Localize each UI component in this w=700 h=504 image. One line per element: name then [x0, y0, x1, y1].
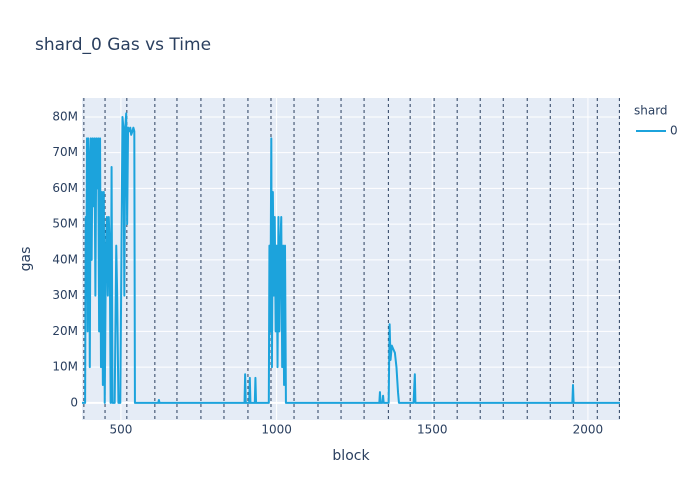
legend-title: shard — [634, 104, 668, 118]
x-tick-label: 1000 — [261, 423, 292, 437]
y-tick-label: 40M — [52, 252, 78, 266]
x-tick-label: 500 — [109, 423, 132, 437]
y-tick-label: 0 — [70, 395, 78, 409]
plot-background — [82, 98, 620, 420]
y-tick-label: 30M — [52, 288, 78, 302]
chart-title: shard_0 Gas vs Time — [35, 35, 211, 55]
x-axis-title: block — [332, 448, 370, 464]
y-axis-title: gas — [18, 247, 34, 272]
y-tick-label: 50M — [52, 217, 78, 231]
y-tick-label: 70M — [52, 145, 78, 159]
y-tick-label: 80M — [52, 109, 78, 123]
y-tick-label: 10M — [52, 360, 78, 374]
legend-label: 0 — [670, 124, 678, 138]
series-lines — [82, 112, 620, 404]
x-tick-label: 1500 — [417, 423, 448, 437]
x-tick-label: 2000 — [573, 423, 604, 437]
y-tick-label: 60M — [52, 181, 78, 195]
series-line — [82, 112, 620, 404]
y-tick-label: 20M — [52, 324, 78, 338]
